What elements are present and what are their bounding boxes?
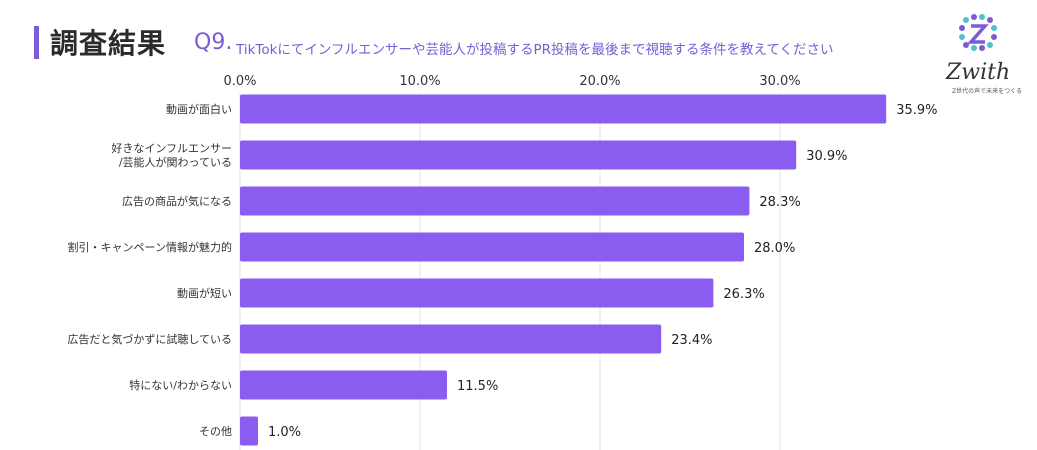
x-tick-label: 10.0% [399,74,440,89]
x-tick-label: 20.0% [579,74,620,89]
logo-tagline: Z世代の声で未来をつくる [952,88,1022,95]
category-label: 広告の商品が気になる [122,194,232,208]
category-label: 動画が面白い [166,102,232,116]
question-number: Q9. [194,30,233,55]
data-label: 26.3% [723,287,764,302]
data-label: 30.9% [806,149,847,164]
x-tick-label: 0.0% [223,74,256,89]
data-label: 1.0% [268,425,301,440]
x-tick-label: 30.0% [759,74,800,89]
data-label: 11.5% [457,379,498,394]
data-label: 28.0% [754,241,795,256]
category-label: /芸能人が関わっている [119,155,232,169]
bar [240,278,714,308]
data-label: 28.3% [759,195,800,210]
zwith-logo-icon [959,14,997,51]
question-text: TikTokにてインフルエンサーや芸能人が投稿するPR投稿を最後まで視聴する条件… [236,42,834,58]
category-label: 好きなインフルエンサー [111,141,232,155]
logo-wordmark: Zwith [946,60,1011,85]
data-label: 35.9% [896,103,937,118]
bar [240,140,797,170]
bar [240,370,447,400]
bar [240,324,662,354]
bar [240,232,744,262]
category-label: その他 [199,425,232,438]
category-label: 動画が短い [177,286,232,300]
page-title: 調査結果 [50,27,167,60]
bar [240,186,750,216]
category-label: 広告だと気づかずに試聴している [67,332,232,346]
title-accent-bar [34,26,39,59]
category-label: 特にない/わからない [129,378,232,392]
bar [240,416,258,446]
data-label: 23.4% [671,333,712,348]
category-label: 割引・キャンペーン情報が魅力的 [68,240,232,254]
bar [240,94,887,124]
